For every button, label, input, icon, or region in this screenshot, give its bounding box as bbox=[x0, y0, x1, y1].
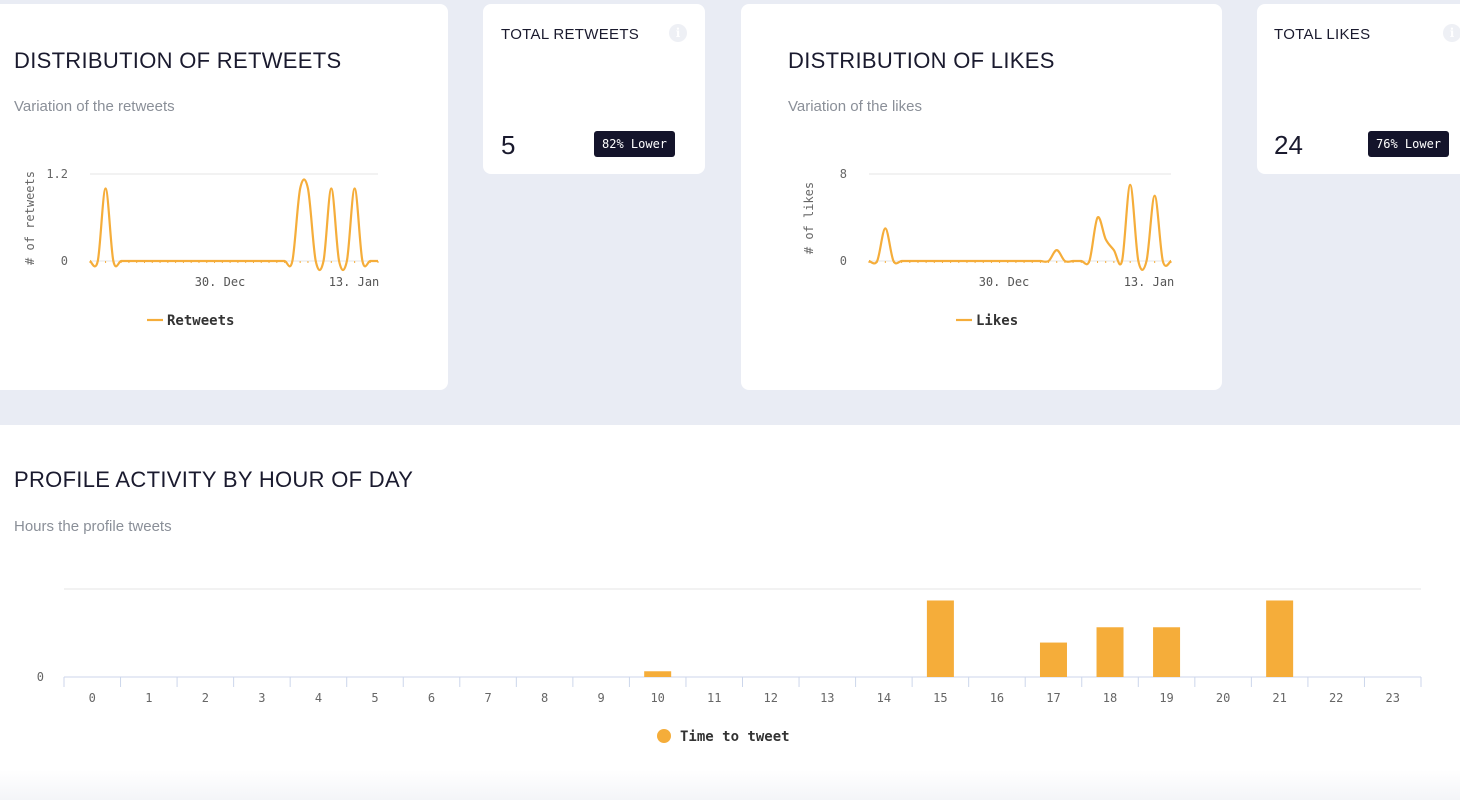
series-line bbox=[868, 183, 1172, 271]
bar[interactable] bbox=[1266, 600, 1294, 677]
bar[interactable] bbox=[1096, 627, 1124, 677]
y-tick-label: 0 bbox=[61, 254, 68, 268]
y-tick-label: 8 bbox=[840, 167, 847, 181]
card-subtitle: Hours the profile tweets bbox=[14, 518, 172, 535]
y-axis-label: # of retweets bbox=[23, 171, 37, 265]
card-title: DISTRIBUTION OF LIKES bbox=[788, 48, 1055, 73]
stat-value: 5 bbox=[501, 130, 516, 160]
legend-label: Time to tweet bbox=[680, 729, 790, 745]
legend-label: Likes bbox=[976, 313, 1018, 329]
total-retweets-card: TOTAL RETWEETS i 5 82% Lower bbox=[483, 4, 705, 174]
legend-item[interactable]: Retweets bbox=[147, 313, 234, 329]
stat-title: TOTAL LIKES bbox=[1274, 26, 1371, 43]
x-tick-label: 1 bbox=[145, 691, 152, 705]
x-tick-label: 0 bbox=[89, 691, 96, 705]
x-tick-label: 5 bbox=[371, 691, 378, 705]
x-tick-label: 10 bbox=[650, 691, 664, 705]
bar[interactable] bbox=[644, 671, 672, 677]
x-tick-label: 15 bbox=[933, 691, 947, 705]
legend-item[interactable]: Likes bbox=[956, 313, 1018, 329]
series-line bbox=[88, 178, 378, 272]
legend-dot-icon bbox=[657, 729, 671, 743]
total-likes-card: TOTAL LIKES i 24 76% Lower bbox=[1257, 4, 1460, 174]
likes-line-chart: 0 8 # of likes 30. Dec 13. Jan Likes bbox=[802, 167, 1175, 329]
legend-label: Retweets bbox=[167, 313, 234, 329]
info-icon[interactable]: i bbox=[1443, 24, 1460, 42]
x-tick-label: 2 bbox=[202, 691, 209, 705]
x-tick-label: 3 bbox=[258, 691, 265, 705]
bar[interactable] bbox=[1039, 642, 1067, 677]
card-subtitle: Variation of the retweets bbox=[14, 98, 175, 115]
info-icon[interactable]: i bbox=[669, 24, 687, 42]
comparison-badge: 76% Lower bbox=[1368, 131, 1450, 157]
y-tick-label: 0 bbox=[37, 670, 44, 684]
stat-value: 24 bbox=[1274, 130, 1303, 160]
x-tick-label: 8 bbox=[541, 691, 548, 705]
activity-by-hour-card: PROFILE ACTIVITY BY HOUR OF DAY Hours th… bbox=[0, 425, 1460, 800]
x-tick-label: 21 bbox=[1272, 691, 1286, 705]
x-tick-label: 12 bbox=[764, 691, 778, 705]
x-tick-label: 13 bbox=[820, 691, 834, 705]
x-tick-label: 23 bbox=[1386, 691, 1400, 705]
x-tick-label: 4 bbox=[315, 691, 322, 705]
y-tick-label: 1.2 bbox=[46, 167, 68, 181]
x-tick-label: 16 bbox=[990, 691, 1004, 705]
x-tick-label: 14 bbox=[877, 691, 891, 705]
x-tick-label: 9 bbox=[598, 691, 605, 705]
x-tick-label: 17 bbox=[1046, 691, 1060, 705]
bar[interactable] bbox=[1153, 627, 1181, 677]
stat-title: TOTAL RETWEETS bbox=[501, 26, 640, 43]
x-tick-label: 13. Jan bbox=[1124, 275, 1175, 289]
comparison-badge: 82% Lower bbox=[594, 131, 676, 157]
x-tick-label: 7 bbox=[484, 691, 491, 705]
card-title: PROFILE ACTIVITY BY HOUR OF DAY bbox=[14, 467, 414, 492]
y-axis-label: # of likes bbox=[802, 182, 816, 254]
x-tick-label: 13. Jan bbox=[329, 275, 380, 289]
card-title: DISTRIBUTION OF RETWEETS bbox=[14, 48, 342, 73]
x-tick-label: 20 bbox=[1216, 691, 1230, 705]
x-tick-label: 11 bbox=[707, 691, 721, 705]
x-tick-label: 6 bbox=[428, 691, 435, 705]
x-tick-label: 30. Dec bbox=[195, 275, 246, 289]
x-tick-label: 18 bbox=[1103, 691, 1117, 705]
x-tick-label: 30. Dec bbox=[979, 275, 1030, 289]
retweets-line-chart: 0 1.2 # of retweets 30. Dec 13. Jan Retweets bbox=[23, 167, 380, 329]
x-tick-label: 19 bbox=[1159, 691, 1173, 705]
legend-item[interactable]: Time to tweet bbox=[657, 729, 790, 745]
y-tick-label: 0 bbox=[840, 254, 847, 268]
bar[interactable] bbox=[926, 600, 954, 677]
activity-bar-chart: 00 1 2 3 4 5 6 7 8 9 10 11 12 13 14 15 16 17 18 19 20 21 22 23T… bbox=[37, 588, 1422, 745]
retweets-distribution-card: DISTRIBUTION OF RETWEETS Variation of th… bbox=[0, 4, 448, 390]
x-tick-label: 22 bbox=[1329, 691, 1343, 705]
card-subtitle: Variation of the likes bbox=[788, 98, 922, 115]
likes-distribution-card: DISTRIBUTION OF LIKES Variation of the l… bbox=[741, 4, 1222, 390]
